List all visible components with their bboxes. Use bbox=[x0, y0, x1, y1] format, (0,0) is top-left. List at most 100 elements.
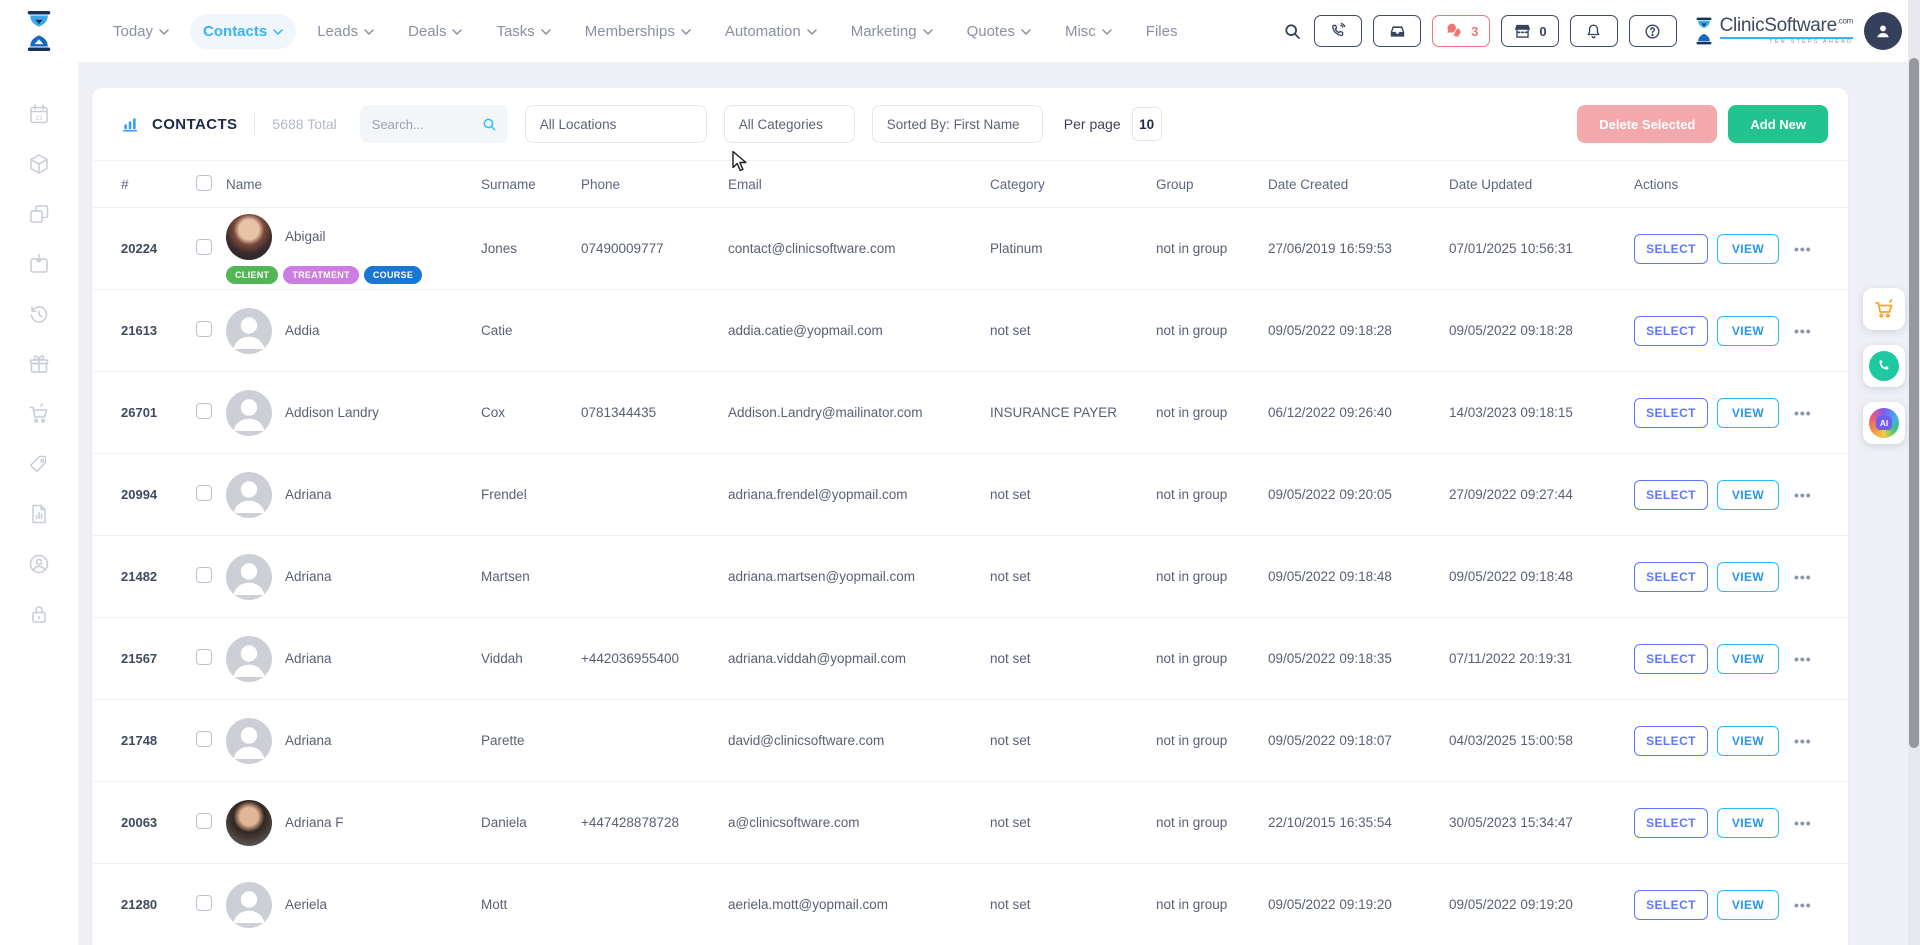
contact-avatar[interactable] bbox=[226, 881, 272, 928]
more-actions-button[interactable]: ••• bbox=[1794, 814, 1812, 831]
notifications-button[interactable] bbox=[1569, 15, 1618, 47]
categories-filter[interactable]: All Categories bbox=[723, 105, 855, 143]
contact-avatar[interactable] bbox=[226, 471, 272, 518]
floating-cart-button[interactable] bbox=[1863, 288, 1905, 330]
locations-filter[interactable]: All Locations bbox=[524, 105, 707, 143]
contact-avatar[interactable] bbox=[226, 307, 272, 354]
row-checkbox[interactable] bbox=[196, 813, 212, 829]
reports-icon[interactable] bbox=[27, 502, 51, 526]
chat-button[interactable]: 3 bbox=[1432, 15, 1491, 47]
cart-icon[interactable] bbox=[27, 402, 51, 426]
row-checkbox[interactable] bbox=[196, 485, 212, 501]
nav-today[interactable]: Today bbox=[100, 14, 182, 49]
select-button[interactable]: SELECT bbox=[1634, 889, 1708, 920]
nav-contacts[interactable]: Contacts bbox=[190, 13, 297, 49]
row-checkbox[interactable] bbox=[196, 239, 212, 255]
total-count: 5688 Total bbox=[272, 116, 337, 132]
floating-call-button[interactable] bbox=[1863, 345, 1905, 387]
floating-ai-button[interactable]: AI bbox=[1863, 402, 1905, 444]
page-scrollbar-track[interactable] bbox=[1908, 0, 1920, 945]
contact-avatar[interactable] bbox=[226, 389, 272, 436]
nav-memberships[interactable]: Memberships bbox=[572, 14, 704, 49]
view-button[interactable]: VIEW bbox=[1717, 315, 1779, 346]
more-actions-button[interactable]: ••• bbox=[1794, 650, 1812, 667]
sort-filter[interactable]: Sorted By: First Name bbox=[871, 105, 1043, 143]
nav-tasks[interactable]: Tasks bbox=[483, 14, 563, 49]
select-all-checkbox[interactable] bbox=[196, 174, 212, 191]
delete-selected-button[interactable]: Delete Selected bbox=[1577, 105, 1718, 143]
contact-avatar[interactable] bbox=[226, 213, 272, 260]
lock-icon[interactable] bbox=[27, 602, 51, 626]
row-checkbox[interactable] bbox=[196, 567, 212, 583]
view-button[interactable]: VIEW bbox=[1717, 643, 1779, 674]
contact-email: a@clinicsoftware.com bbox=[728, 815, 860, 830]
row-checkbox[interactable] bbox=[196, 895, 212, 911]
select-button[interactable]: SELECT bbox=[1634, 725, 1708, 756]
contact-avatar[interactable] bbox=[226, 553, 272, 600]
name-cell: Adriana bbox=[226, 717, 481, 764]
more-actions-button[interactable]: ••• bbox=[1794, 486, 1812, 503]
more-actions-button[interactable]: ••• bbox=[1794, 240, 1812, 257]
view-button[interactable]: VIEW bbox=[1717, 397, 1779, 428]
add-new-button[interactable]: Add New bbox=[1728, 105, 1828, 143]
page-scrollbar-thumb[interactable] bbox=[1909, 58, 1919, 748]
tags-icon[interactable] bbox=[27, 452, 51, 476]
search-input[interactable] bbox=[371, 116, 481, 132]
select-button[interactable]: SELECT bbox=[1634, 807, 1708, 838]
nav-label: Contacts bbox=[203, 22, 268, 40]
view-button[interactable]: VIEW bbox=[1717, 807, 1779, 838]
contact-avatar[interactable] bbox=[226, 717, 272, 764]
history-icon[interactable] bbox=[27, 302, 51, 326]
nav-label: Quotes bbox=[966, 22, 1015, 40]
inbox-button[interactable] bbox=[1373, 15, 1422, 47]
view-button[interactable]: VIEW bbox=[1717, 889, 1779, 920]
nav-files[interactable]: Files bbox=[1133, 14, 1191, 49]
more-actions-button[interactable]: ••• bbox=[1794, 322, 1812, 339]
per-page-input[interactable]: 10 bbox=[1131, 107, 1162, 141]
pages-icon[interactable] bbox=[27, 202, 51, 226]
more-actions-button[interactable]: ••• bbox=[1794, 568, 1812, 585]
row-checkbox[interactable] bbox=[196, 731, 212, 747]
select-button[interactable]: SELECT bbox=[1634, 233, 1708, 264]
calendar-icon[interactable]: 12 bbox=[27, 102, 51, 126]
nav-misc[interactable]: Misc bbox=[1052, 14, 1125, 49]
view-button[interactable]: VIEW bbox=[1717, 479, 1779, 510]
call-button[interactable] bbox=[1314, 15, 1363, 47]
contact-avatar[interactable] bbox=[226, 799, 272, 846]
more-actions-button[interactable]: ••• bbox=[1794, 732, 1812, 749]
view-button[interactable]: VIEW bbox=[1717, 561, 1779, 592]
select-button[interactable]: SELECT bbox=[1634, 397, 1708, 428]
row-checkbox[interactable] bbox=[196, 321, 212, 337]
nav-quotes[interactable]: Quotes bbox=[954, 14, 1044, 49]
select-button[interactable]: SELECT bbox=[1634, 643, 1708, 674]
chevron-down-icon bbox=[452, 28, 463, 35]
nav-deals[interactable]: Deals bbox=[395, 14, 475, 49]
select-button[interactable]: SELECT bbox=[1634, 479, 1708, 510]
view-button[interactable]: VIEW bbox=[1717, 233, 1779, 264]
select-button[interactable]: SELECT bbox=[1634, 315, 1708, 346]
store-button[interactable]: 0 bbox=[1501, 15, 1559, 47]
search-icon[interactable] bbox=[481, 116, 498, 133]
nav-marketing[interactable]: Marketing bbox=[838, 14, 946, 49]
account-icon[interactable] bbox=[27, 552, 51, 576]
nav-leads[interactable]: Leads bbox=[304, 14, 387, 49]
contact-avatar[interactable] bbox=[226, 635, 272, 682]
app-logo[interactable] bbox=[0, 10, 78, 52]
row-checkbox[interactable] bbox=[196, 403, 212, 419]
global-search-icon[interactable] bbox=[1282, 21, 1303, 42]
ai-label: AI bbox=[1875, 416, 1893, 430]
user-avatar[interactable] bbox=[1864, 12, 1902, 50]
select-button[interactable]: SELECT bbox=[1634, 561, 1708, 592]
gifts-icon[interactable] bbox=[27, 352, 51, 376]
more-actions-button[interactable]: ••• bbox=[1794, 404, 1812, 421]
more-actions-button[interactable]: ••• bbox=[1794, 896, 1812, 913]
view-button[interactable]: VIEW bbox=[1717, 725, 1779, 756]
row-checkbox[interactable] bbox=[196, 649, 212, 665]
date-created: 27/06/2019 16:59:53 bbox=[1268, 241, 1392, 256]
nav-automation[interactable]: Automation bbox=[712, 14, 830, 49]
help-button[interactable] bbox=[1628, 15, 1677, 47]
contact-group: not in group bbox=[1156, 815, 1228, 830]
brand-logo[interactable]: ClinicSoftware.com TEN STEPS AHEAD bbox=[1694, 16, 1853, 46]
products-icon[interactable] bbox=[27, 152, 51, 176]
bookings-icon[interactable] bbox=[27, 252, 51, 276]
